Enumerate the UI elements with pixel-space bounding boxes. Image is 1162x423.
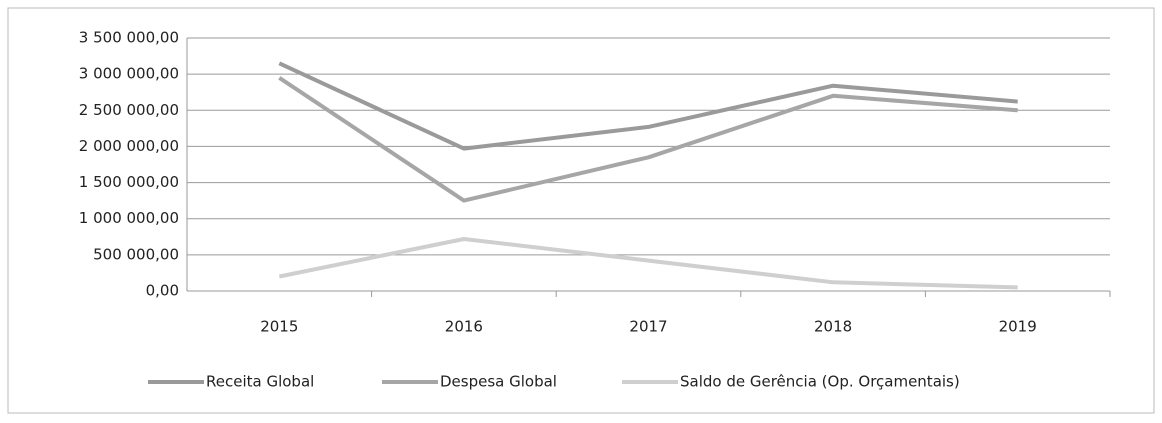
y-tick-label: 2 000 000,00 [79, 137, 179, 155]
y-tick-label: 500 000,00 [93, 245, 179, 263]
legend-label: Saldo de Gerência (Op. Orçamentais) [680, 373, 960, 391]
x-tick-label: 2015 [260, 318, 298, 336]
x-tick-label: 2017 [629, 318, 667, 336]
y-tick-label: 1 000 000,00 [79, 209, 179, 227]
legend-label: Despesa Global [440, 373, 557, 391]
series-line [278, 76, 1018, 203]
y-tick-label: 3 000 000,00 [79, 65, 179, 83]
x-tick-label: 2016 [445, 318, 483, 336]
x-tick-label: 2018 [814, 318, 852, 336]
legend-label: Receita Global [206, 373, 314, 391]
series-line [278, 237, 1018, 290]
y-tick-label: 3 500 000,00 [79, 29, 179, 47]
y-tick-label: 2 500 000,00 [79, 101, 179, 119]
x-tick-label: 2019 [999, 318, 1037, 336]
chart-frame [7, 7, 1155, 414]
y-tick-label: 1 500 000,00 [79, 173, 179, 191]
series-line [278, 61, 1018, 151]
y-tick-label: 0,00 [146, 282, 179, 300]
